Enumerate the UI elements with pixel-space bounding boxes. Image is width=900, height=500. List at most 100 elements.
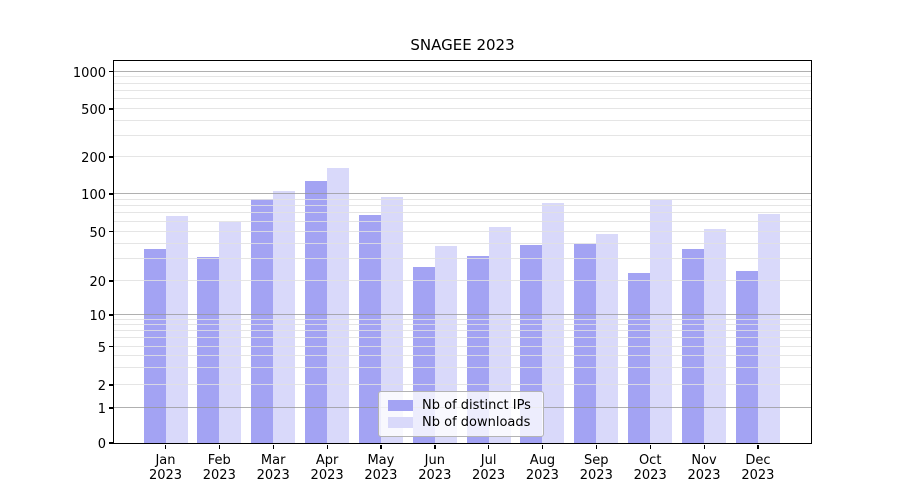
bar-downloads bbox=[704, 229, 726, 443]
x-axis-tick bbox=[703, 445, 705, 449]
x-axis-tick-label: May 2023 bbox=[364, 453, 398, 483]
bar-distinct-ips bbox=[358, 214, 381, 443]
y-axis-tick-label: 0 bbox=[97, 437, 106, 452]
x-axis-tick-label: Sep 2023 bbox=[579, 453, 613, 483]
y-axis-tick bbox=[109, 108, 113, 110]
bar-distinct-ips bbox=[305, 181, 328, 443]
gridline-minor bbox=[114, 242, 811, 244]
bar-distinct-ips bbox=[628, 273, 651, 443]
x-axis-tick-label: Dec 2023 bbox=[741, 453, 775, 483]
bar-downloads bbox=[273, 191, 296, 443]
x-axis-tick-label: Jun 2023 bbox=[418, 453, 452, 483]
y-axis-tick-label: 50 bbox=[89, 225, 106, 241]
y-axis-tick-label: 200 bbox=[81, 151, 106, 166]
y-axis-tick-label: 1 bbox=[97, 402, 106, 417]
bar-distinct-ips bbox=[574, 243, 597, 443]
x-axis-tick-label: Nov 2023 bbox=[687, 453, 721, 483]
x-axis-tick-label: Aug 2023 bbox=[525, 453, 559, 483]
y-axis-tick-label: 10 bbox=[89, 309, 106, 324]
y-axis-tick bbox=[109, 156, 113, 158]
y-axis-tick bbox=[109, 193, 113, 195]
legend-item: Nb of distinct IPs bbox=[388, 398, 533, 413]
y-axis-tick bbox=[109, 345, 113, 347]
x-axis-tick bbox=[649, 445, 652, 449]
gridline-minor bbox=[114, 156, 811, 157]
gridline-minor bbox=[114, 119, 811, 121]
x-axis-tick bbox=[434, 445, 436, 449]
bar-downloads bbox=[542, 202, 565, 443]
y-axis-tick-label: 100 bbox=[81, 188, 106, 203]
bar-downloads bbox=[488, 227, 511, 443]
gridline-minor bbox=[114, 367, 811, 368]
x-axis-tick bbox=[541, 445, 544, 449]
plot-area: 0 1 2 5 10 20 50 100 200 500 1000 Jan 2023 Feb 2023 M… bbox=[73, 60, 812, 483]
y-axis-tick-label: 2 bbox=[97, 379, 106, 394]
gridline-minor bbox=[114, 384, 811, 385]
bar-downloads bbox=[219, 221, 242, 443]
gridline-minor bbox=[114, 89, 811, 91]
x-axis-tick-label: Oct 2023 bbox=[633, 453, 667, 483]
bar-downloads bbox=[650, 199, 673, 443]
legend-swatch-distinct-ips bbox=[388, 400, 413, 411]
bar-distinct-ips bbox=[735, 271, 758, 443]
y-axis-tick-label: 500 bbox=[81, 103, 106, 118]
x-axis-tick bbox=[595, 445, 598, 449]
y-axis-tick bbox=[109, 70, 113, 72]
gridline-major bbox=[114, 70, 811, 72]
x-axis-tick-label: Feb 2023 bbox=[202, 453, 236, 483]
gridline-minor bbox=[114, 198, 811, 200]
legend-label: Nb of downloads bbox=[422, 415, 531, 430]
legend: Nb of distinct IPs Nb of downloads bbox=[378, 391, 544, 437]
y-axis-tick bbox=[109, 280, 113, 282]
gridline-minor bbox=[114, 134, 811, 136]
gridline-minor bbox=[114, 324, 811, 326]
x-axis-tick-label: Jul 2023 bbox=[472, 453, 506, 483]
chart-title: SNAGEE 2023 bbox=[410, 36, 515, 54]
gridline-minor bbox=[114, 337, 811, 339]
y-axis-tick bbox=[109, 384, 113, 386]
bar-downloads bbox=[327, 168, 350, 443]
y-axis-tick-label: 20 bbox=[89, 275, 106, 290]
x-axis-tick bbox=[272, 445, 275, 449]
gridline-major bbox=[114, 314, 811, 315]
y-axis-tick bbox=[109, 230, 113, 232]
gridline-minor bbox=[114, 220, 811, 222]
bar-distinct-ips bbox=[197, 257, 220, 443]
x-axis-tick bbox=[488, 445, 490, 449]
gridline-minor bbox=[114, 280, 811, 281]
gridline-minor bbox=[114, 82, 811, 84]
x-axis-tick bbox=[380, 445, 382, 449]
gridline-minor bbox=[114, 330, 811, 332]
y-axis-tick-label: 1000 bbox=[72, 65, 106, 81]
y-axis-tick bbox=[109, 314, 113, 316]
legend-item: Nb of downloads bbox=[388, 415, 533, 430]
bar-downloads bbox=[596, 233, 619, 443]
gridline-minor bbox=[114, 318, 811, 320]
gridline-minor bbox=[114, 354, 811, 356]
x-axis-tick-label: Jan 2023 bbox=[148, 453, 183, 483]
x-axis-tick bbox=[757, 445, 759, 449]
y-axis-tick bbox=[109, 407, 113, 409]
gridline-minor bbox=[114, 98, 811, 100]
gridline-minor bbox=[114, 108, 811, 109]
bar-distinct-ips bbox=[251, 198, 274, 443]
x-axis-tick bbox=[165, 445, 167, 449]
legend-label: Nb of distinct IPs bbox=[422, 398, 531, 413]
x-axis-tick-label: Apr 2023 bbox=[310, 453, 344, 483]
x-axis-tick bbox=[218, 445, 221, 449]
gridline-minor bbox=[114, 258, 811, 260]
x-axis-tick bbox=[326, 445, 328, 449]
legend-swatch-downloads bbox=[388, 417, 413, 428]
x-axis-tick-label: Mar 2023 bbox=[256, 453, 290, 483]
gridline-minor bbox=[114, 205, 811, 207]
gridline-minor bbox=[114, 345, 811, 347]
y-axis-tick bbox=[109, 442, 113, 444]
gridline-major bbox=[114, 193, 811, 194]
bar-downloads bbox=[165, 215, 188, 443]
gridline-minor bbox=[114, 230, 811, 232]
gridline-minor bbox=[114, 212, 811, 214]
y-axis-tick-label: 5 bbox=[97, 340, 106, 356]
bar-downloads bbox=[757, 214, 780, 443]
gridline-minor bbox=[114, 76, 811, 78]
